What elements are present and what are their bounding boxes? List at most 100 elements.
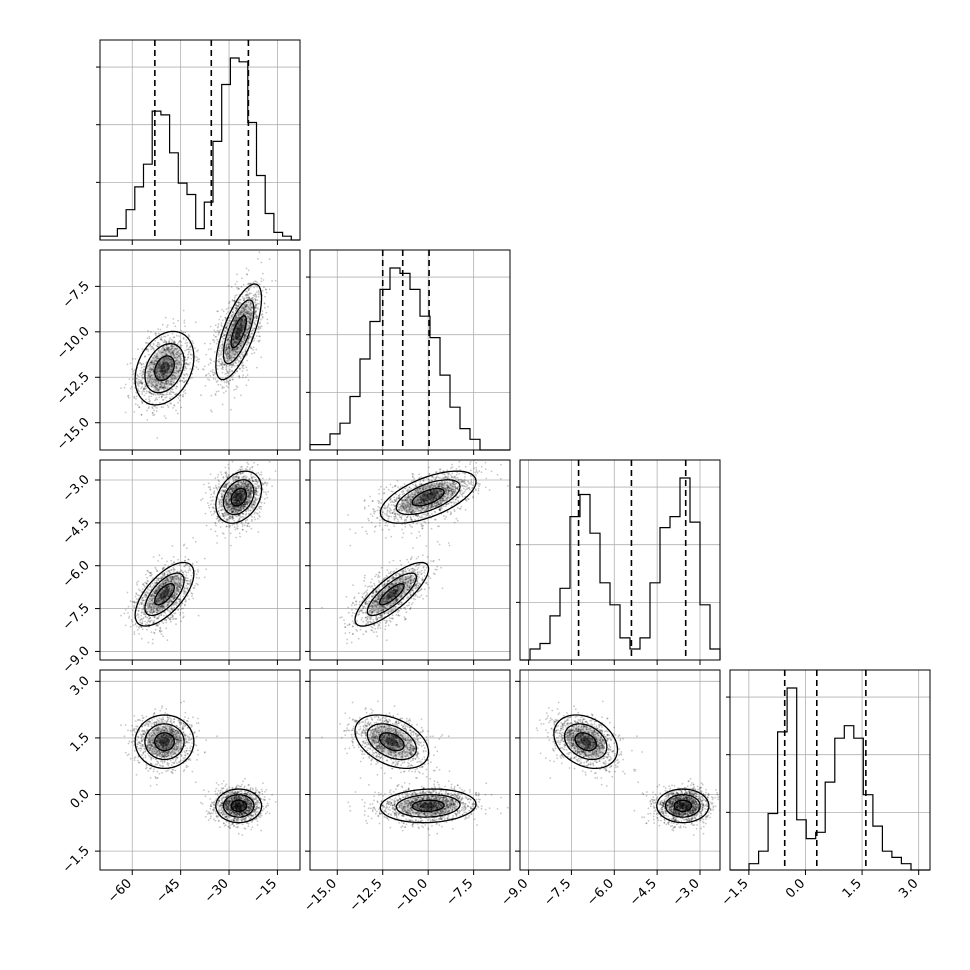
scatter-point bbox=[169, 593, 171, 596]
scatter-point bbox=[219, 384, 222, 386]
scatter-point bbox=[249, 486, 252, 489]
scatter-point bbox=[147, 382, 149, 385]
scatter-point bbox=[242, 480, 245, 483]
scatter-point bbox=[238, 330, 240, 333]
scatter-point bbox=[179, 367, 181, 370]
scatter-point bbox=[238, 518, 241, 521]
scatter-point bbox=[189, 345, 192, 347]
scatter-point bbox=[230, 357, 233, 359]
scatter-point bbox=[242, 528, 244, 531]
scatter-point bbox=[248, 500, 251, 502]
scatter-point bbox=[153, 606, 155, 608]
scatter-point bbox=[176, 353, 178, 356]
scatter-point bbox=[173, 594, 176, 597]
scatter-point bbox=[228, 383, 230, 386]
scatter-point bbox=[145, 582, 148, 585]
scatter-point bbox=[243, 322, 246, 325]
scatter-point bbox=[216, 338, 219, 341]
scatter-point bbox=[228, 319, 231, 322]
scatter-point bbox=[238, 509, 240, 511]
scatter-point bbox=[161, 370, 164, 372]
scatter-point bbox=[139, 372, 142, 375]
scatter-point bbox=[143, 603, 146, 605]
scatter-point bbox=[138, 378, 140, 381]
scatter-point bbox=[180, 353, 183, 355]
scatter-point bbox=[234, 492, 237, 494]
scatter-point bbox=[164, 579, 167, 582]
scatter-point bbox=[234, 321, 237, 324]
scatter-point bbox=[162, 607, 165, 609]
scatter-point bbox=[235, 351, 238, 354]
scatter-point bbox=[233, 503, 236, 505]
scatter-point bbox=[255, 487, 258, 490]
scatter-point bbox=[235, 337, 238, 339]
scatter-point bbox=[143, 586, 146, 588]
scatter-point bbox=[157, 380, 160, 382]
scatter-point bbox=[163, 579, 166, 582]
scatter-point bbox=[219, 345, 221, 347]
scatter-point bbox=[225, 369, 228, 372]
scatter-point bbox=[240, 499, 243, 502]
scatter-point bbox=[220, 500, 223, 503]
scatter-point bbox=[127, 397, 130, 399]
scatter-point bbox=[174, 341, 176, 344]
scatter-point bbox=[250, 489, 253, 492]
scatter-point bbox=[233, 348, 236, 351]
scatter-point bbox=[231, 352, 233, 355]
scatter-point bbox=[168, 392, 171, 394]
scatter-point bbox=[175, 359, 178, 362]
scatter-point bbox=[171, 383, 173, 386]
scatter-point bbox=[235, 486, 238, 488]
scatter-point bbox=[175, 593, 178, 596]
scatter-point bbox=[231, 488, 234, 491]
scatter-point bbox=[241, 354, 244, 356]
scatter-point bbox=[145, 594, 148, 597]
scatter-point bbox=[181, 380, 184, 382]
scatter-point bbox=[143, 388, 146, 391]
scatter-point bbox=[238, 506, 241, 508]
scatter-point bbox=[169, 345, 172, 347]
scatter-point bbox=[259, 505, 262, 508]
scatter-point bbox=[163, 375, 166, 377]
scatter-point bbox=[171, 363, 174, 366]
scatter-point bbox=[209, 486, 212, 488]
scatter-point bbox=[249, 319, 252, 321]
scatter-point bbox=[241, 476, 243, 479]
scatter-point bbox=[240, 504, 243, 507]
scatter-point bbox=[245, 312, 248, 315]
scatter-point bbox=[229, 349, 232, 352]
scatter-point bbox=[236, 493, 239, 495]
scatter-point bbox=[229, 333, 232, 336]
scatter-point bbox=[188, 582, 190, 585]
scatter-point bbox=[156, 581, 159, 584]
scatter-point bbox=[183, 587, 186, 590]
scatter-point bbox=[145, 590, 148, 593]
scatter-point bbox=[238, 496, 241, 499]
scatter-point bbox=[238, 486, 241, 489]
scatter-point bbox=[233, 485, 236, 487]
scatter-point bbox=[194, 585, 196, 587]
scatter-point bbox=[141, 602, 144, 605]
scatter-point bbox=[141, 383, 143, 385]
scatter-point bbox=[156, 599, 158, 602]
scatter-point bbox=[175, 366, 178, 368]
scatter-point bbox=[246, 320, 249, 323]
scatter-point bbox=[167, 585, 170, 588]
scatter-point bbox=[127, 605, 130, 608]
scatter-point bbox=[232, 324, 235, 327]
scatter-point bbox=[222, 493, 225, 496]
scatter-point bbox=[259, 325, 262, 328]
scatter-point bbox=[229, 347, 232, 350]
scatter-point bbox=[162, 605, 164, 608]
scatter-point bbox=[237, 498, 240, 501]
scatter-point bbox=[242, 496, 245, 498]
scatter-point bbox=[176, 363, 179, 365]
scatter-point bbox=[136, 404, 139, 406]
scatter-point bbox=[171, 616, 173, 619]
scatter-point bbox=[260, 356, 263, 359]
scatter-point bbox=[162, 606, 165, 608]
scatter-point bbox=[233, 353, 236, 355]
scatter-point bbox=[225, 484, 228, 487]
scatter-point bbox=[168, 367, 170, 370]
scatter-point bbox=[154, 388, 157, 390]
